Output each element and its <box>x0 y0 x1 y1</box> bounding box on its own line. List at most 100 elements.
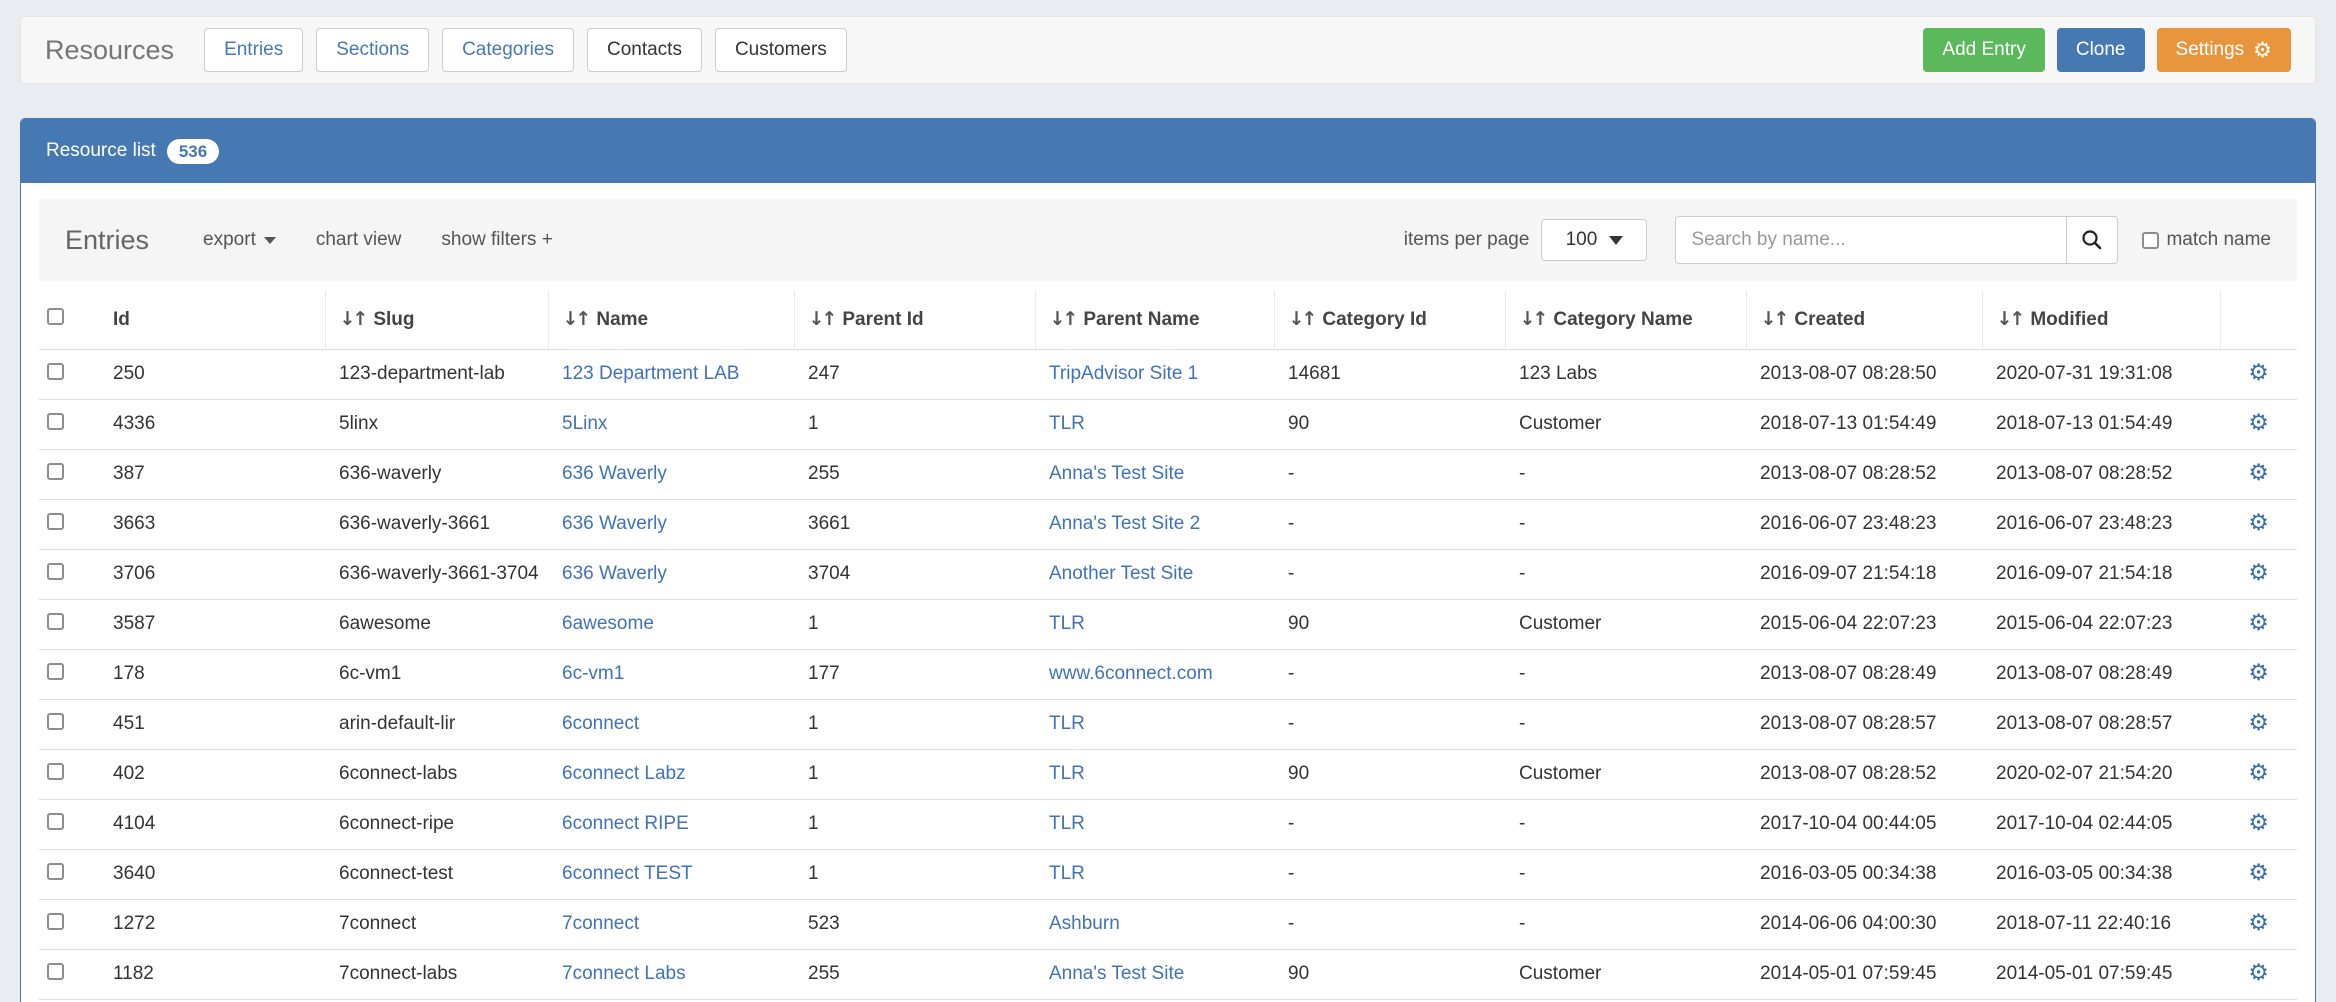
row-gear-icon[interactable]: ⚙ <box>2248 560 2269 586</box>
column-header-parent-name[interactable]: ↓↑ Parent Name <box>1034 291 1274 350</box>
cell-parent-id: 523 <box>794 899 1035 950</box>
show-filters-label: show filters + <box>441 229 553 250</box>
column-header-category-name[interactable]: ↓↑ Category Name <box>1504 291 1746 350</box>
column-header-parent-id[interactable]: ↓↑ Parent Id <box>793 291 1035 350</box>
parent-name-link[interactable]: TLR <box>1049 763 1085 784</box>
parent-name-link[interactable]: Another Test Site <box>1049 563 1194 584</box>
match-name-checkbox[interactable] <box>2142 231 2160 249</box>
row-checkbox[interactable] <box>47 512 64 530</box>
parent-name-link[interactable]: TLR <box>1049 613 1085 634</box>
cell-category-name: Customer <box>1505 949 1746 1000</box>
name-link[interactable]: 6connect TEST <box>562 863 693 884</box>
items-per-page-select[interactable]: 100 <box>1541 219 1648 261</box>
parent-name-link[interactable]: Ashburn <box>1049 913 1120 934</box>
parent-name-link[interactable]: TLR <box>1049 413 1085 434</box>
name-link[interactable]: 7connect Labs <box>562 963 686 984</box>
column-header-modified[interactable]: ↓↑ Modified <box>1981 291 2220 350</box>
name-link[interactable]: 636 Waverly <box>562 463 667 484</box>
name-link[interactable]: 5Linx <box>562 413 608 434</box>
tab-contacts[interactable]: Contacts <box>586 28 702 72</box>
row-gear-icon[interactable]: ⚙ <box>2248 360 2269 386</box>
name-link[interactable]: 6connect RIPE <box>562 813 689 834</box>
row-gear-icon[interactable]: ⚙ <box>2248 460 2269 486</box>
cell-created: 2015-06-04 22:07:23 <box>1746 599 1982 650</box>
tab-categories[interactable]: Categories <box>442 28 574 72</box>
parent-name-link[interactable]: www.6connect.com <box>1049 663 1213 684</box>
resource-list-panel: Resource list 536 Entries export chart vi… <box>20 118 2316 1002</box>
row-gear-icon[interactable]: ⚙ <box>2248 860 2269 886</box>
table-header-row: Id ↓↑ Slug ↓↑ Name ↓↑ Parent Id ↓↑ Parent Name ↓↑… <box>39 291 2297 350</box>
row-checkbox[interactable] <box>47 912 64 930</box>
column-header-category-id[interactable]: ↓↑ Category Id <box>1273 291 1505 350</box>
tab-customers[interactable]: Customers <box>714 28 847 72</box>
settings-button[interactable]: Settings ⚙ <box>2156 28 2291 72</box>
table-body: 250 123-department-lab 123 Department LAB 2… <box>39 349 2297 1000</box>
parent-name-link[interactable]: TLR <box>1049 713 1085 734</box>
column-header-created[interactable]: ↓↑ Created <box>1745 291 1982 350</box>
cell-created: 2016-09-07 21:54:18 <box>1746 549 1982 600</box>
row-checkbox[interactable] <box>47 862 64 880</box>
row-checkbox[interactable] <box>47 462 64 480</box>
cell-created: 2013-08-07 08:28:57 <box>1746 699 1982 750</box>
name-link[interactable]: 6connect Labz <box>562 763 686 784</box>
page-title: Resources <box>45 34 175 65</box>
row-gear-icon[interactable]: ⚙ <box>2248 960 2269 986</box>
search-button[interactable] <box>2066 216 2119 264</box>
row-gear-icon[interactable]: ⚙ <box>2248 410 2269 436</box>
search-input[interactable] <box>1675 216 2068 264</box>
name-link[interactable]: 7connect <box>562 913 640 934</box>
row-gear-icon[interactable]: ⚙ <box>2248 660 2269 686</box>
tab-entries[interactable]: Entries <box>204 28 304 72</box>
row-gear-icon[interactable]: ⚙ <box>2248 810 2269 836</box>
section-title: Entries <box>65 224 150 255</box>
name-link[interactable]: 636 Waverly <box>562 563 667 584</box>
name-link[interactable]: 6connect <box>562 713 640 734</box>
row-actions-cell: ⚙ <box>2220 749 2297 800</box>
row-checkbox[interactable] <box>47 762 64 780</box>
cell-category-id: - <box>1274 549 1505 600</box>
cell-slug: 123-department-lab <box>325 349 548 400</box>
row-checkbox[interactable] <box>47 662 64 680</box>
column-header-slug[interactable]: ↓↑ Slug <box>324 291 548 350</box>
name-link[interactable]: 6c-vm1 <box>562 663 625 684</box>
row-checkbox[interactable] <box>47 712 64 730</box>
parent-name-link[interactable]: TLR <box>1049 813 1085 834</box>
row-gear-icon[interactable]: ⚙ <box>2248 610 2269 636</box>
row-checkbox[interactable] <box>47 812 64 830</box>
sort-icon: ↓↑ <box>808 308 838 331</box>
row-checkbox[interactable] <box>47 412 64 430</box>
name-link[interactable]: 6awesome <box>562 613 654 634</box>
export-link[interactable]: export <box>203 229 276 251</box>
parent-name-link[interactable]: Anna's Test Site <box>1049 963 1185 984</box>
row-gear-icon[interactable]: ⚙ <box>2248 710 2269 736</box>
table-row: 250 123-department-lab 123 Department LAB 2… <box>39 349 2297 400</box>
column-header-name[interactable]: ↓↑ Name <box>547 291 794 350</box>
add-entry-button[interactable]: Add Entry <box>1923 28 2045 72</box>
parent-name-link[interactable]: Anna's Test Site <box>1049 463 1185 484</box>
cell-parent-name: Ashburn <box>1035 899 1274 950</box>
parent-name-link[interactable]: Anna's Test Site 2 <box>1049 513 1201 534</box>
tab-sections[interactable]: Sections <box>316 28 430 72</box>
row-checkbox[interactable] <box>47 362 64 380</box>
chart-view-link[interactable]: chart view <box>316 229 402 251</box>
parent-name-link[interactable]: TripAdvisor Site 1 <box>1049 363 1199 384</box>
row-gear-icon[interactable]: ⚙ <box>2248 510 2269 536</box>
clone-button[interactable]: Clone <box>2056 28 2145 72</box>
name-link[interactable]: 636 Waverly <box>562 513 667 534</box>
name-link[interactable]: 123 Department LAB <box>562 363 740 384</box>
row-select-cell <box>39 349 99 400</box>
cell-category-name: Customer <box>1505 599 1746 650</box>
row-gear-icon[interactable]: ⚙ <box>2248 910 2269 936</box>
cell-id: 1182 <box>99 949 325 1000</box>
row-select-cell <box>39 749 99 800</box>
row-actions-cell: ⚙ <box>2220 899 2297 950</box>
select-all-checkbox[interactable] <box>47 308 64 326</box>
row-gear-icon[interactable]: ⚙ <box>2248 760 2269 786</box>
cell-parent-id: 247 <box>794 349 1035 400</box>
row-checkbox[interactable] <box>47 612 64 630</box>
show-filters-link[interactable]: show filters + <box>441 229 552 251</box>
cell-parent-name: TLR <box>1035 749 1274 800</box>
parent-name-link[interactable]: TLR <box>1049 863 1085 884</box>
row-checkbox[interactable] <box>47 962 64 980</box>
row-checkbox[interactable] <box>47 562 64 580</box>
